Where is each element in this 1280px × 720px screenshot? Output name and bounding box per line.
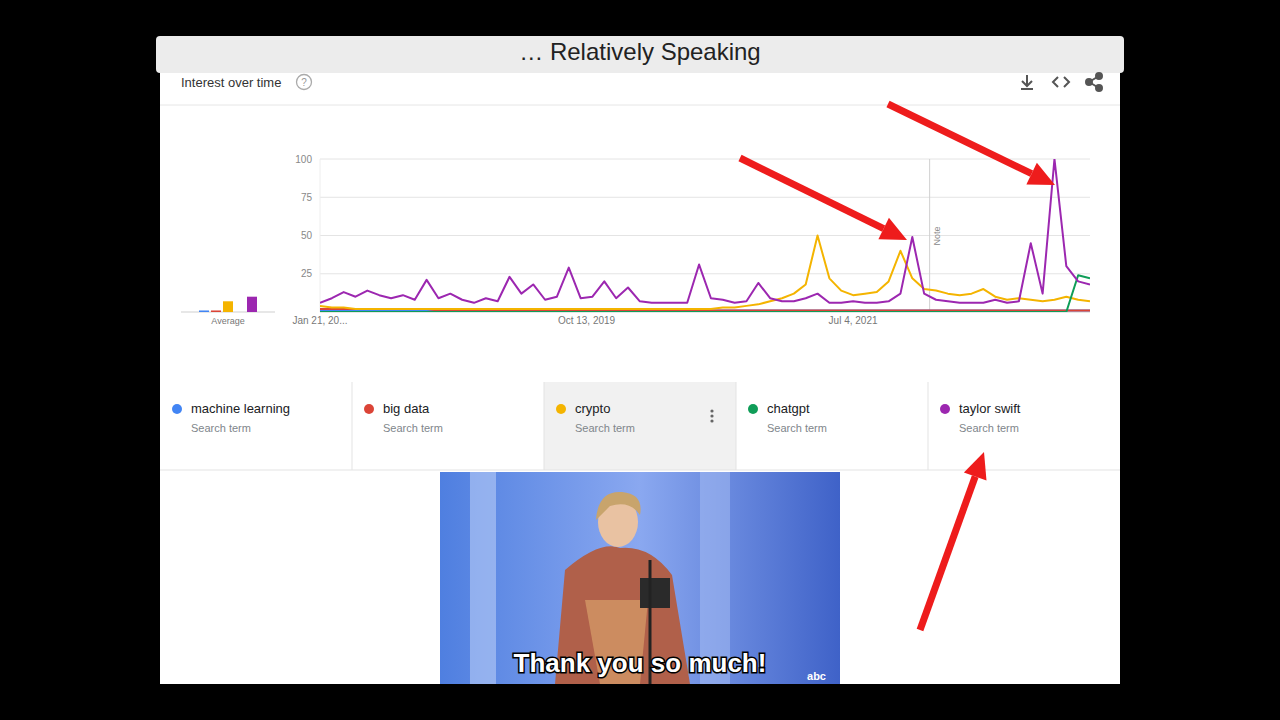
legend-sublabel: Search term	[575, 422, 635, 434]
series-line	[320, 159, 1090, 303]
help-text: ?	[301, 77, 307, 88]
title-bar	[156, 36, 1124, 73]
arrow-head	[878, 218, 907, 240]
share-dot	[1096, 85, 1102, 91]
menu-dot[interactable]	[710, 414, 713, 417]
legend-label[interactable]: big data	[383, 401, 430, 416]
y-tick-label: 75	[301, 192, 313, 203]
gif-caption: Thank you so much!	[514, 648, 767, 678]
annotation-text: Note	[932, 226, 942, 245]
legend-sublabel: Search term	[959, 422, 1019, 434]
figure-hair	[596, 492, 641, 520]
legend-label[interactable]: taylor swift	[959, 401, 1021, 416]
arrow-head	[1026, 163, 1055, 185]
x-tick-label: Oct 13, 2019	[558, 315, 616, 326]
gif-logo: abc	[807, 670, 826, 682]
menu-dot[interactable]	[710, 419, 713, 422]
x-tick-label: Jul 4, 2021	[829, 315, 878, 326]
average-bar	[235, 312, 245, 313]
plot-area	[320, 159, 1090, 312]
slide	[160, 36, 1120, 684]
help-icon	[297, 75, 312, 90]
arrow-shaft	[740, 158, 884, 229]
legend-sublabel: Search term	[383, 422, 443, 434]
legend-divider	[928, 382, 929, 470]
arrow-shaft	[920, 476, 975, 630]
legend-swatch	[748, 404, 758, 414]
legend-divider	[544, 382, 545, 470]
legend-divider	[736, 382, 737, 470]
average-label: Average	[211, 316, 244, 326]
average-inset: Average	[181, 297, 275, 326]
y-tick-label: 100	[295, 154, 312, 165]
legend-label[interactable]: crypto	[575, 401, 610, 416]
red-arrow	[920, 452, 986, 630]
legend-label[interactable]: chatgpt	[767, 401, 810, 416]
x-tick-label: Jan 21, 20...	[292, 315, 347, 326]
legend-swatch	[172, 404, 182, 414]
page: … Relatively Speaking Interest over time?…	[0, 0, 1280, 720]
grid: 25 50 75 100	[295, 154, 1090, 280]
red-arrow	[740, 158, 907, 240]
grid-line	[320, 197, 1090, 198]
slide-title: … Relatively Speaking	[519, 38, 760, 65]
arrow-shaft	[888, 104, 1032, 174]
gif-background	[440, 472, 840, 684]
legend-swatch	[940, 404, 950, 414]
background	[0, 0, 1280, 720]
red-arrow	[888, 104, 1055, 185]
y-tick-label: 50	[301, 230, 313, 241]
embed-icon[interactable]	[1053, 77, 1069, 87]
average-bar	[199, 310, 209, 312]
legend: machine learning Search term big data Searc…	[172, 382, 1021, 470]
series-line	[320, 236, 1090, 309]
separator	[160, 105, 1120, 106]
average-bar	[223, 301, 233, 312]
legend-label[interactable]: machine learning	[191, 401, 290, 416]
grid-line	[320, 235, 1090, 236]
legend-highlight	[544, 382, 736, 470]
average-bar	[247, 297, 257, 312]
grid-line	[320, 159, 1090, 160]
gif-image: Thank you so much! abc	[440, 472, 840, 684]
toolbar-icons	[1021, 73, 1102, 91]
y-axis-line	[320, 159, 321, 312]
panel-title: Interest over time	[181, 75, 281, 90]
menu-dot[interactable]	[710, 409, 713, 412]
arrow-head	[964, 452, 987, 481]
average-bar	[211, 310, 221, 312]
legend-swatch	[364, 404, 374, 414]
award	[640, 578, 670, 608]
legend-sublabel: Search term	[767, 422, 827, 434]
share-icon[interactable]	[1086, 73, 1102, 91]
legend-swatch	[556, 404, 566, 414]
share-dot	[1096, 73, 1102, 79]
download-icon[interactable]	[1021, 75, 1033, 89]
grid-line	[320, 273, 1090, 274]
legend-sublabel: Search term	[191, 422, 251, 434]
y-tick-label: 25	[301, 268, 313, 279]
stage-light	[470, 472, 496, 684]
legend-divider	[352, 382, 353, 470]
share-dot	[1086, 79, 1092, 85]
